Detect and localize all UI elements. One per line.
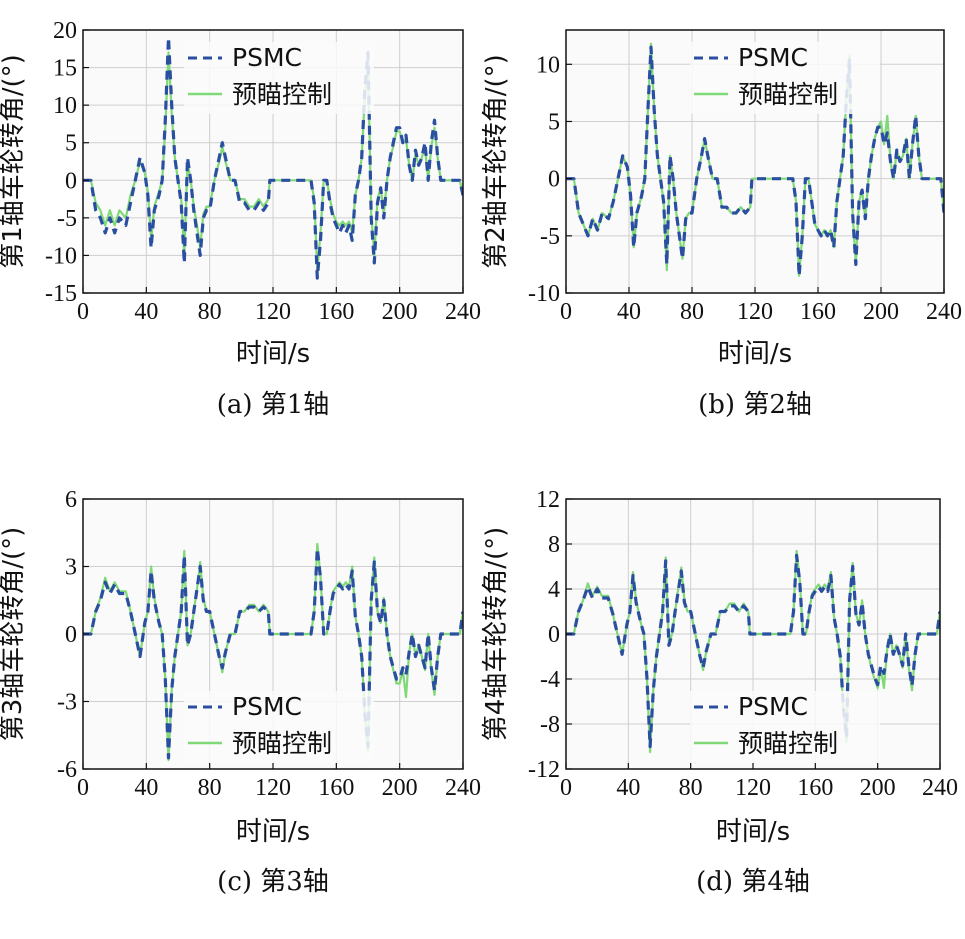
legend-label-psmc: PSMC	[738, 43, 808, 72]
y-tick-label: 5	[65, 131, 77, 157]
panel-caption: (d) 第4轴	[696, 867, 810, 897]
x-tick-label: 80	[198, 299, 222, 325]
x-tick-label: 240	[922, 775, 958, 801]
series-line-psmc	[566, 553, 940, 749]
chart-panel-3: 0 40 80 120 160 200 240 -6 -3 0 3 6 第3轴车轮转角/(°) 时间/s (…	[0, 487, 481, 897]
y-tick-label: 4	[548, 577, 560, 603]
y-tick-label: -12	[528, 757, 560, 783]
x-tick-label: 160	[800, 299, 836, 325]
legend: PSMC 预瞄控制	[184, 691, 374, 763]
legend: PSMC 预瞄控制	[690, 691, 880, 763]
legend: PSMC 预瞄控制	[690, 42, 880, 114]
x-axis-label: 时间/s	[718, 339, 792, 369]
y-tick-label: 0	[65, 622, 77, 648]
y-tick-label: 20	[53, 18, 77, 44]
legend-label-psmc: PSMC	[232, 692, 302, 721]
y-tick-label: -5	[57, 206, 77, 232]
x-tick-label: 200	[382, 299, 418, 325]
y-tick-label: 3	[65, 555, 77, 581]
x-tick-label: 160	[318, 299, 354, 325]
y-tick-label: 6	[65, 487, 77, 513]
y-tick-label: 8	[548, 532, 560, 558]
series-line-psmc	[83, 546, 463, 760]
x-tick-label: 0	[77, 775, 89, 801]
y-tick-label: -10	[528, 281, 560, 307]
y-tick-label: 10	[536, 52, 560, 78]
legend-label-psmc: PSMC	[232, 43, 302, 72]
x-tick-label: 80	[680, 299, 704, 325]
series-line-psmc	[566, 45, 944, 278]
legend-label-preview: 预瞄控制	[232, 80, 332, 109]
x-tick-label: 160	[318, 775, 354, 801]
series-line-psmc	[83, 35, 463, 280]
chart-panel-1: 0 40 80 120 160 200 240 -15 -10 -5 0 5 10 15 20 第1轴车轮转角…	[0, 18, 481, 420]
y-axis-label: 第1轴车轮转角/(°)	[0, 54, 28, 269]
y-tick-label: -5	[540, 224, 560, 250]
y-tick-label: -8	[540, 712, 560, 738]
y-tick-label: -4	[540, 667, 560, 693]
x-tick-label: 40	[134, 299, 158, 325]
x-tick-label: 40	[134, 775, 158, 801]
y-tick-label: 0	[65, 168, 77, 194]
x-tick-label: 120	[735, 775, 771, 801]
x-axis-label: 时间/s	[236, 817, 310, 847]
y-tick-label: -10	[45, 243, 77, 269]
x-tick-label: 80	[679, 775, 703, 801]
x-tick-label: 0	[560, 299, 572, 325]
x-tick-label: 80	[198, 775, 222, 801]
legend-background	[690, 42, 880, 114]
y-tick-label: 5	[548, 109, 560, 135]
x-tick-label: 0	[560, 775, 572, 801]
y-tick-label: -3	[57, 690, 77, 716]
legend-label-preview: 预瞄控制	[738, 729, 838, 758]
x-tick-label: 240	[445, 299, 481, 325]
y-axis-label: 第2轴车轮转角/(°)	[481, 54, 511, 269]
y-axis-label: 第4轴车轮转角/(°)	[481, 527, 511, 742]
x-tick-label: 200	[860, 775, 896, 801]
legend-label-preview: 预瞄控制	[738, 80, 838, 109]
x-tick-label: 200	[382, 775, 418, 801]
x-tick-label: 0	[77, 299, 89, 325]
x-tick-label: 120	[255, 299, 291, 325]
y-tick-label: 10	[53, 93, 77, 119]
legend-background	[690, 691, 880, 763]
y-tick-label: 12	[536, 487, 560, 513]
legend-background	[184, 42, 374, 114]
x-tick-label: 120	[255, 775, 291, 801]
panel-caption: (b) 第2轴	[698, 390, 812, 420]
y-tick-label: -6	[57, 757, 77, 783]
panel-caption: (a) 第1轴	[217, 390, 330, 420]
x-tick-label: 40	[616, 775, 640, 801]
y-tick-label: 15	[53, 56, 77, 82]
x-tick-label: 120	[737, 299, 773, 325]
x-tick-label: 160	[797, 775, 833, 801]
y-tick-label: 0	[548, 167, 560, 193]
y-tick-label: 0	[548, 622, 560, 648]
panel-caption: (c) 第3轴	[217, 867, 329, 897]
chart-panel-4: 0 40 80 120 160 200 240 -12 -8 -4 0 4 8 12 第4轴车轮转角/(°)…	[481, 487, 958, 897]
x-tick-label: 240	[445, 775, 481, 801]
legend: PSMC 预瞄控制	[184, 42, 374, 114]
legend-label-psmc: PSMC	[738, 692, 808, 721]
y-tick-label: -15	[45, 281, 77, 307]
x-tick-label: 200	[863, 299, 899, 325]
chart-panel-2: 0 40 80 120 160 200 240 -10 -5 0 5 10 第2轴车轮转角/(°) 时间/…	[481, 29, 962, 420]
x-axis-label: 时间/s	[716, 817, 790, 847]
legend-background	[184, 691, 374, 763]
x-tick-label: 40	[617, 299, 641, 325]
x-tick-label: 240	[926, 299, 962, 325]
legend-label-preview: 预瞄控制	[232, 729, 332, 758]
x-axis-label: 时间/s	[236, 339, 310, 369]
y-axis-label: 第3轴车轮转角/(°)	[0, 527, 28, 742]
